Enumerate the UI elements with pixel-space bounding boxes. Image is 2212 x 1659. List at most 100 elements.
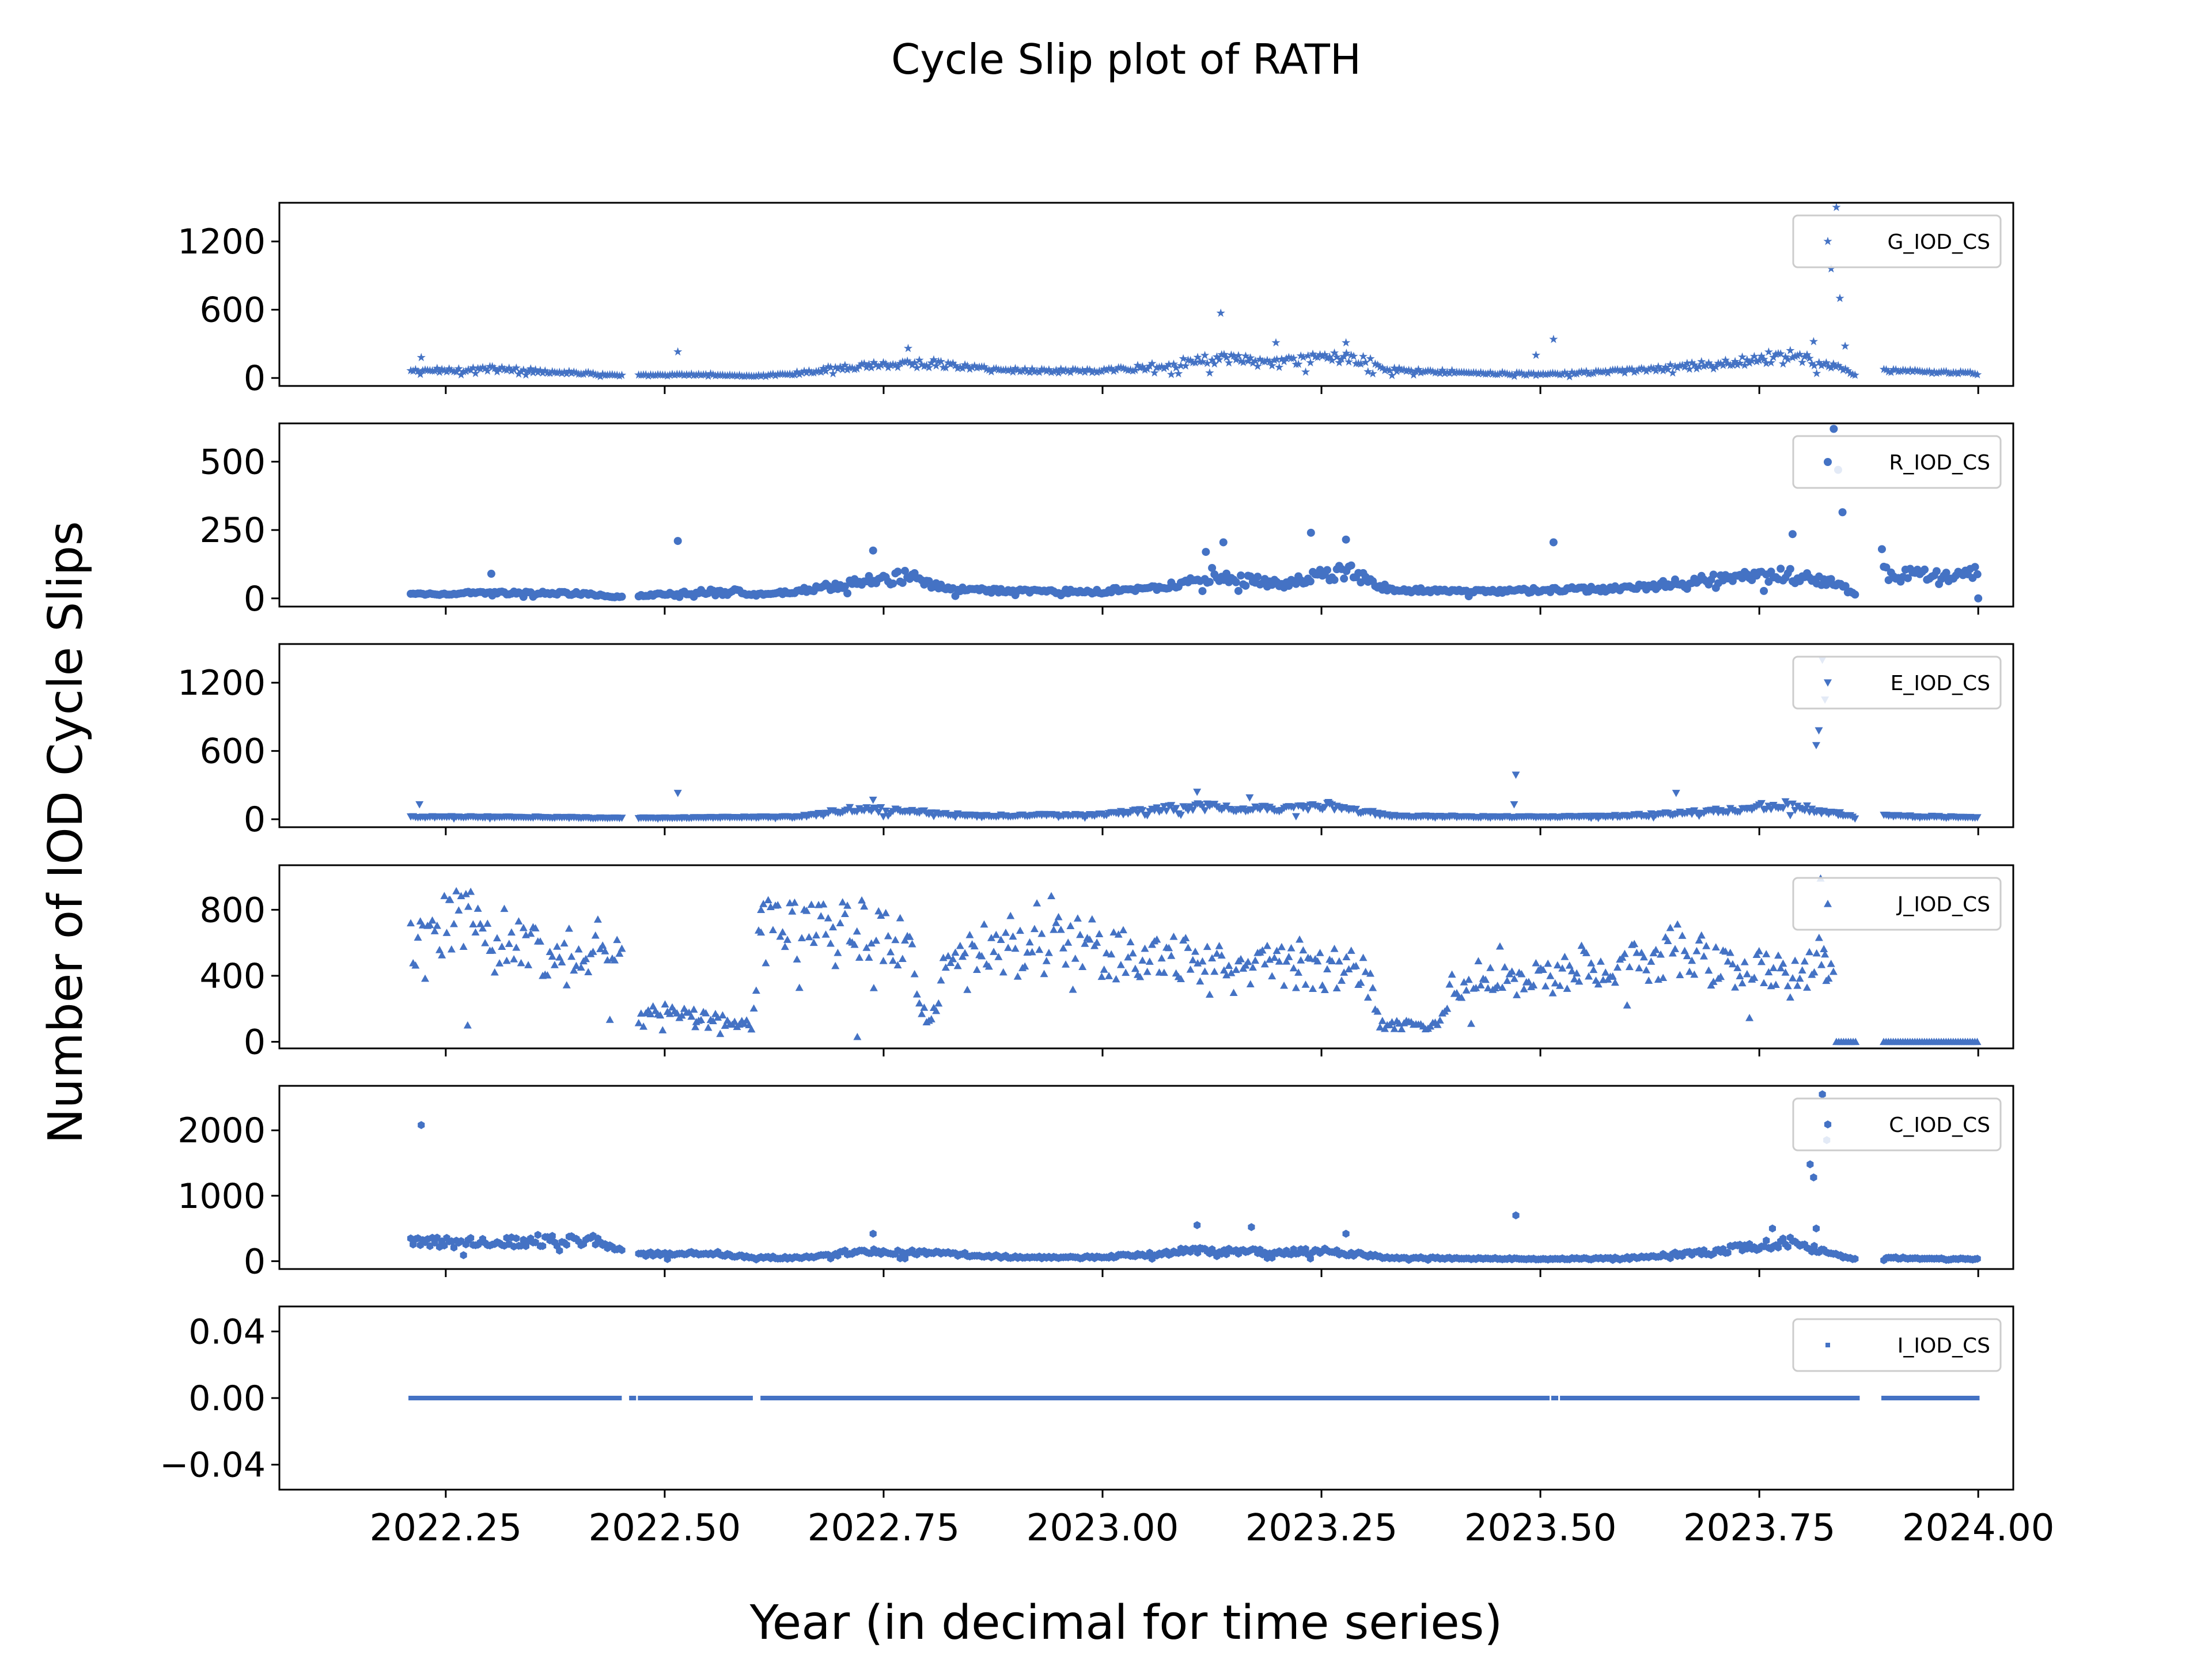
data-point xyxy=(418,1396,423,1400)
data-point xyxy=(1763,1236,1770,1245)
data-point xyxy=(1760,586,1768,595)
data-point xyxy=(1241,581,1250,590)
data-point xyxy=(1037,929,1046,937)
data-point xyxy=(1888,1396,1893,1400)
data-point xyxy=(1109,366,1118,375)
data-point xyxy=(559,1396,565,1400)
data-point xyxy=(1574,1396,1580,1400)
data-point xyxy=(1768,1396,1774,1400)
data-point xyxy=(1577,941,1586,949)
data-point xyxy=(1206,1396,1211,1400)
data-point xyxy=(800,366,809,375)
data-point xyxy=(992,930,1001,938)
data-point xyxy=(1807,359,1816,368)
data-point xyxy=(1051,1396,1056,1400)
data-point xyxy=(1556,982,1565,989)
y-tick-label: 0.00 xyxy=(188,1378,266,1419)
data-point xyxy=(1475,1396,1480,1400)
data-point xyxy=(1013,972,1022,980)
data-point xyxy=(1061,365,1070,374)
data-point xyxy=(904,1396,910,1400)
data-point xyxy=(1629,1396,1634,1400)
data-point xyxy=(1140,365,1150,374)
data-point xyxy=(944,358,953,367)
data-point xyxy=(1272,946,1281,955)
data-point xyxy=(838,365,847,373)
data-point xyxy=(1154,1396,1159,1400)
data-point xyxy=(1073,914,1082,922)
data-point xyxy=(1778,1396,1783,1400)
data-point xyxy=(1275,957,1283,965)
data-point xyxy=(673,347,683,356)
data-point xyxy=(1853,1396,1858,1400)
data-point xyxy=(819,900,828,908)
data-point xyxy=(1776,349,1785,358)
data-point xyxy=(1921,565,1929,574)
data-point xyxy=(538,368,547,377)
data-point xyxy=(1005,1396,1010,1400)
data-point xyxy=(1306,1254,1314,1263)
y-tick-label: 0 xyxy=(244,579,266,619)
data-point xyxy=(714,1396,719,1400)
data-point xyxy=(840,910,849,917)
data-point xyxy=(1468,1396,1473,1400)
data-point xyxy=(1009,932,1017,940)
data-point xyxy=(1562,1396,1567,1400)
data-point xyxy=(972,965,981,974)
data-point xyxy=(552,1396,557,1400)
legend: G_IOD_CS xyxy=(1792,214,2002,268)
data-point xyxy=(777,1396,782,1400)
data-point xyxy=(490,1396,495,1400)
data-point xyxy=(569,1396,574,1400)
data-point xyxy=(1615,1396,1620,1400)
data-point xyxy=(1802,1396,1807,1400)
points xyxy=(407,874,1982,1046)
data-point xyxy=(548,952,556,960)
data-point xyxy=(535,1396,540,1400)
data-point xyxy=(1289,964,1298,972)
data-point xyxy=(1738,352,1747,361)
data-point xyxy=(1584,1396,1589,1400)
data-point xyxy=(1907,1396,1912,1400)
data-point xyxy=(1582,949,1590,956)
data-point xyxy=(1721,355,1730,364)
data-point xyxy=(1649,364,1658,373)
data-point xyxy=(576,1396,581,1400)
data-point xyxy=(870,1396,876,1400)
data-point xyxy=(1216,1396,1221,1400)
data-point xyxy=(650,1396,655,1400)
data-point xyxy=(1030,367,1039,376)
data-point xyxy=(1244,957,1252,965)
data-point xyxy=(1820,945,1828,952)
data-point xyxy=(1476,981,1485,988)
data-point xyxy=(1558,964,1567,972)
data-point xyxy=(1692,364,1701,373)
data-point xyxy=(1851,1255,1859,1263)
data-point xyxy=(478,363,487,372)
data-point xyxy=(936,357,946,366)
data-point xyxy=(1484,984,1493,991)
data-point xyxy=(1942,569,1950,577)
data-point xyxy=(1202,548,1210,556)
data-point xyxy=(1237,955,1245,963)
data-point xyxy=(1275,362,1284,372)
data-point xyxy=(1699,1396,1704,1400)
data-point xyxy=(1932,567,1941,575)
data-point xyxy=(1450,368,1459,377)
data-point xyxy=(1071,955,1080,962)
data-point xyxy=(1577,1396,1582,1400)
data-point xyxy=(1262,1396,1267,1400)
data-point xyxy=(1524,978,1533,986)
data-point xyxy=(1672,790,1680,797)
data-point xyxy=(1513,991,1521,998)
data-point xyxy=(1236,357,1245,365)
data-point xyxy=(562,369,571,378)
data-point xyxy=(743,1396,748,1400)
data-point xyxy=(840,361,850,369)
data-point xyxy=(416,353,426,362)
data-point xyxy=(1542,1396,1547,1400)
data-point xyxy=(1078,365,1087,374)
data-point xyxy=(596,372,605,381)
data-point xyxy=(1680,946,1689,955)
data-point xyxy=(634,1018,643,1027)
